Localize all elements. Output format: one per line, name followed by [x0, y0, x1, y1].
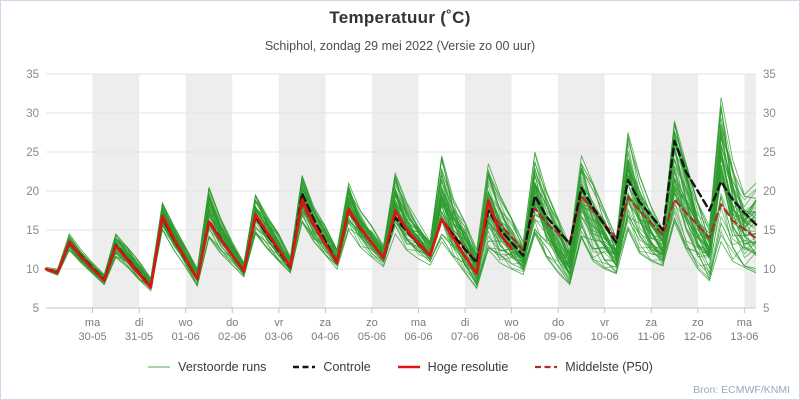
- y-axis-label-left: 10: [26, 264, 39, 276]
- y-axis-label-left: 15: [26, 225, 39, 237]
- y-axis-label-left: 25: [26, 147, 39, 159]
- x-tick-date: 30-05: [78, 331, 106, 343]
- y-axis-label-left: 30: [26, 108, 39, 120]
- x-tick-day: ma: [85, 317, 101, 329]
- legend-label: Middelste (P50): [565, 360, 653, 374]
- x-tick-date: 11-06: [638, 331, 665, 343]
- x-tick-day: vr: [274, 317, 284, 329]
- x-tick-day: zo: [692, 317, 704, 329]
- y-axis-label-left: 20: [26, 186, 39, 198]
- ensemble-member-line: [45, 190, 757, 290]
- x-tick-date: 01-06: [172, 331, 200, 343]
- x-tick-date: 31-05: [125, 331, 153, 343]
- x-tick-day: do: [552, 317, 564, 329]
- x-tick-date: 13-06: [730, 331, 758, 343]
- x-tick-day: ma: [411, 317, 427, 329]
- x-tick-day: zo: [366, 317, 378, 329]
- x-tick-date: 09-06: [544, 331, 572, 343]
- legend-item-hoge-resolutie: Hoge resolutie: [397, 360, 509, 374]
- y-axis-label-left: 35: [26, 69, 39, 81]
- x-tick-day: di: [135, 317, 144, 329]
- y-axis-label-right: 30: [763, 108, 776, 120]
- middelste-p50-swatch: [535, 365, 558, 369]
- y-axis-label-right: 10: [763, 264, 776, 276]
- x-tick-date: 05-06: [358, 331, 386, 343]
- legend-label: Verstoorde runs: [178, 360, 267, 374]
- legend-label: Controle: [323, 360, 371, 374]
- x-tick-date: 06-06: [404, 331, 432, 343]
- y-axis-label-right: 20: [763, 186, 776, 198]
- x-tick-date: 04-06: [311, 331, 339, 343]
- hoge-resolutie-line: [44, 198, 513, 289]
- x-tick-date: 07-06: [451, 331, 479, 343]
- x-tick-day: di: [461, 317, 470, 329]
- chart-title: Temperatuur (˚C): [329, 8, 471, 27]
- x-tick-day: vr: [600, 317, 610, 329]
- y-axis-label-right: 35: [763, 69, 776, 81]
- controle-line: [44, 139, 758, 289]
- x-tick-date: 03-06: [265, 331, 293, 343]
- x-tick-date: 10-06: [591, 331, 619, 343]
- x-tick-date: 12-06: [684, 331, 712, 343]
- legend: Verstoorde runs Controle Hoge resolutie Mid…: [1, 356, 799, 378]
- controle-swatch: [293, 365, 316, 369]
- ensemble-member-line: [45, 124, 757, 283]
- x-tick-day: wo: [504, 317, 519, 329]
- y-axis-label-right: 15: [763, 225, 776, 237]
- y-axis-label-right: 25: [763, 147, 776, 159]
- x-tick-day: za: [320, 317, 333, 329]
- legend-item-middelste-p50: Middelste (P50): [534, 360, 653, 374]
- y-axis-label-right: 5: [763, 303, 769, 315]
- x-tick-day: do: [226, 317, 238, 329]
- x-tick-day: za: [645, 317, 658, 329]
- x-tick-date: 08-06: [498, 331, 526, 343]
- x-tick-date: 02-06: [218, 331, 246, 343]
- legend-item-controle: Controle: [292, 360, 371, 374]
- x-tick-day: ma: [737, 317, 753, 329]
- chart-subtitle: Schiphol, zondag 29 mei 2022 (Versie zo …: [264, 39, 536, 53]
- x-tick-day: wo: [178, 317, 193, 329]
- legend-item-verstoorde-runs: Verstoorde runs: [147, 360, 266, 374]
- hoge-resolutie-swatch: [397, 365, 420, 369]
- y-axis-label-left: 5: [33, 303, 39, 315]
- verstoorde-runs-swatch: [148, 366, 171, 368]
- ensemble-envelope-min: [45, 220, 757, 292]
- ensemble-envelope-max: [45, 97, 757, 280]
- source-attribution: Bron: ECMWF/KNMI: [693, 384, 790, 396]
- legend-label: Hoge resolutie: [427, 360, 509, 374]
